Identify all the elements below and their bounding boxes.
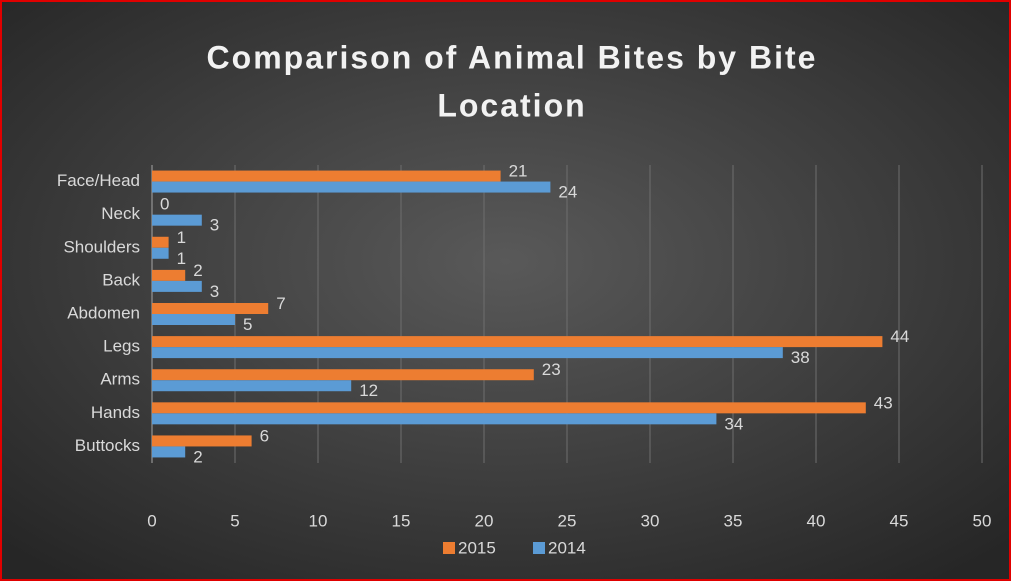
bar bbox=[152, 314, 235, 325]
y-tick-label: Arms bbox=[100, 370, 140, 389]
bar bbox=[152, 380, 352, 392]
bar bbox=[152, 269, 186, 281]
data-label: 3 bbox=[210, 216, 219, 235]
x-tick-label: 45 bbox=[890, 511, 909, 530]
x-tick-label: 50 bbox=[973, 511, 992, 530]
x-tick-label: 0 bbox=[147, 511, 156, 530]
data-label: 24 bbox=[558, 183, 577, 202]
bar bbox=[152, 280, 202, 292]
x-tick-label: 35 bbox=[724, 511, 743, 530]
legend-swatch bbox=[533, 542, 545, 554]
data-label: 23 bbox=[542, 360, 561, 379]
legend-swatch bbox=[443, 542, 455, 554]
bar bbox=[152, 336, 883, 348]
data-label: 6 bbox=[260, 426, 269, 445]
data-label: 44 bbox=[890, 327, 909, 346]
chart-title: Location bbox=[437, 87, 586, 123]
x-tick-label: 20 bbox=[475, 511, 494, 530]
y-tick-label: Legs bbox=[103, 337, 140, 356]
bar bbox=[152, 369, 534, 381]
y-tick-label: Shoulders bbox=[63, 237, 140, 256]
bar bbox=[152, 170, 501, 182]
bar bbox=[152, 181, 551, 193]
data-label: 3 bbox=[210, 282, 219, 301]
chart-title: Comparison of Animal Bites by Bite bbox=[207, 39, 818, 75]
bar bbox=[152, 446, 186, 458]
data-label: 7 bbox=[276, 294, 285, 313]
data-label: 38 bbox=[791, 348, 810, 367]
bar bbox=[152, 413, 717, 425]
bar bbox=[152, 214, 202, 226]
x-tick-label: 25 bbox=[558, 511, 577, 530]
data-label: 43 bbox=[874, 393, 893, 412]
bar bbox=[152, 347, 783, 359]
data-label: 21 bbox=[509, 162, 528, 181]
bar bbox=[152, 435, 252, 447]
x-tick-label: 15 bbox=[392, 511, 411, 530]
bar bbox=[152, 402, 866, 414]
legend-label: 2014 bbox=[548, 538, 586, 557]
y-tick-label: Neck bbox=[101, 204, 140, 223]
bar bbox=[152, 236, 169, 248]
data-label: 34 bbox=[724, 414, 743, 433]
y-tick-label: Hands bbox=[91, 403, 140, 422]
y-tick-label: Face/Head bbox=[57, 171, 140, 190]
legend-label: 2015 bbox=[458, 538, 496, 557]
data-label: 1 bbox=[177, 228, 186, 247]
y-tick-label: Abdomen bbox=[67, 303, 140, 322]
x-tick-label: 30 bbox=[641, 511, 660, 530]
bar bbox=[152, 247, 169, 259]
y-tick-label: Buttocks bbox=[75, 436, 140, 455]
x-tick-label: 10 bbox=[309, 511, 328, 530]
data-label: 2 bbox=[193, 447, 202, 466]
x-tick-label: 40 bbox=[807, 511, 826, 530]
y-tick-label: Back bbox=[102, 270, 140, 289]
data-label: 0 bbox=[160, 195, 169, 214]
data-label: 2 bbox=[193, 261, 202, 280]
data-label: 5 bbox=[243, 315, 252, 334]
x-tick-label: 5 bbox=[230, 511, 239, 530]
data-label: 1 bbox=[177, 249, 186, 268]
bar bbox=[152, 303, 269, 314]
data-label: 12 bbox=[359, 381, 378, 400]
